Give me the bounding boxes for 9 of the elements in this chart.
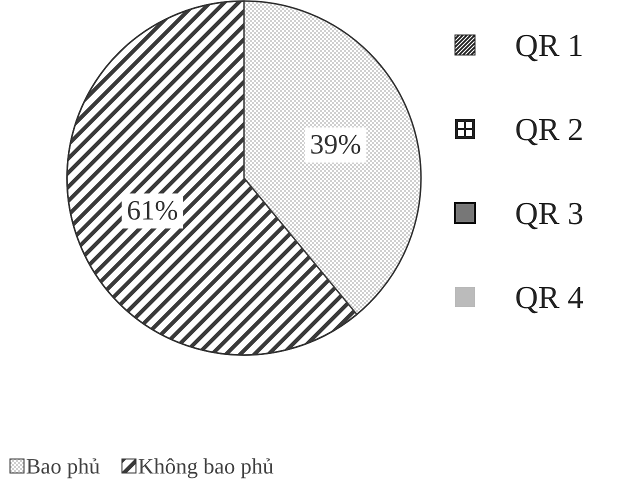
data-label: 39% bbox=[310, 130, 362, 161]
text: QR 4 bbox=[515, 279, 584, 315]
legend-label: Không bao phủ bbox=[138, 454, 274, 478]
text: QR 1 bbox=[515, 27, 584, 63]
text: QR 3 bbox=[515, 195, 584, 231]
pie-slice bbox=[243, 0, 422, 316]
data-label: 61% bbox=[126, 195, 178, 226]
legend-label: Bao phủ bbox=[26, 454, 100, 478]
text: QR 2 bbox=[515, 111, 584, 147]
